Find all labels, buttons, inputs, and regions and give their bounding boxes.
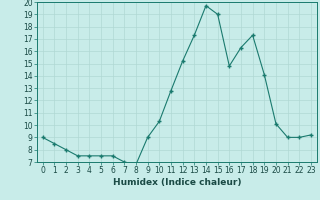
- X-axis label: Humidex (Indice chaleur): Humidex (Indice chaleur): [113, 178, 241, 187]
